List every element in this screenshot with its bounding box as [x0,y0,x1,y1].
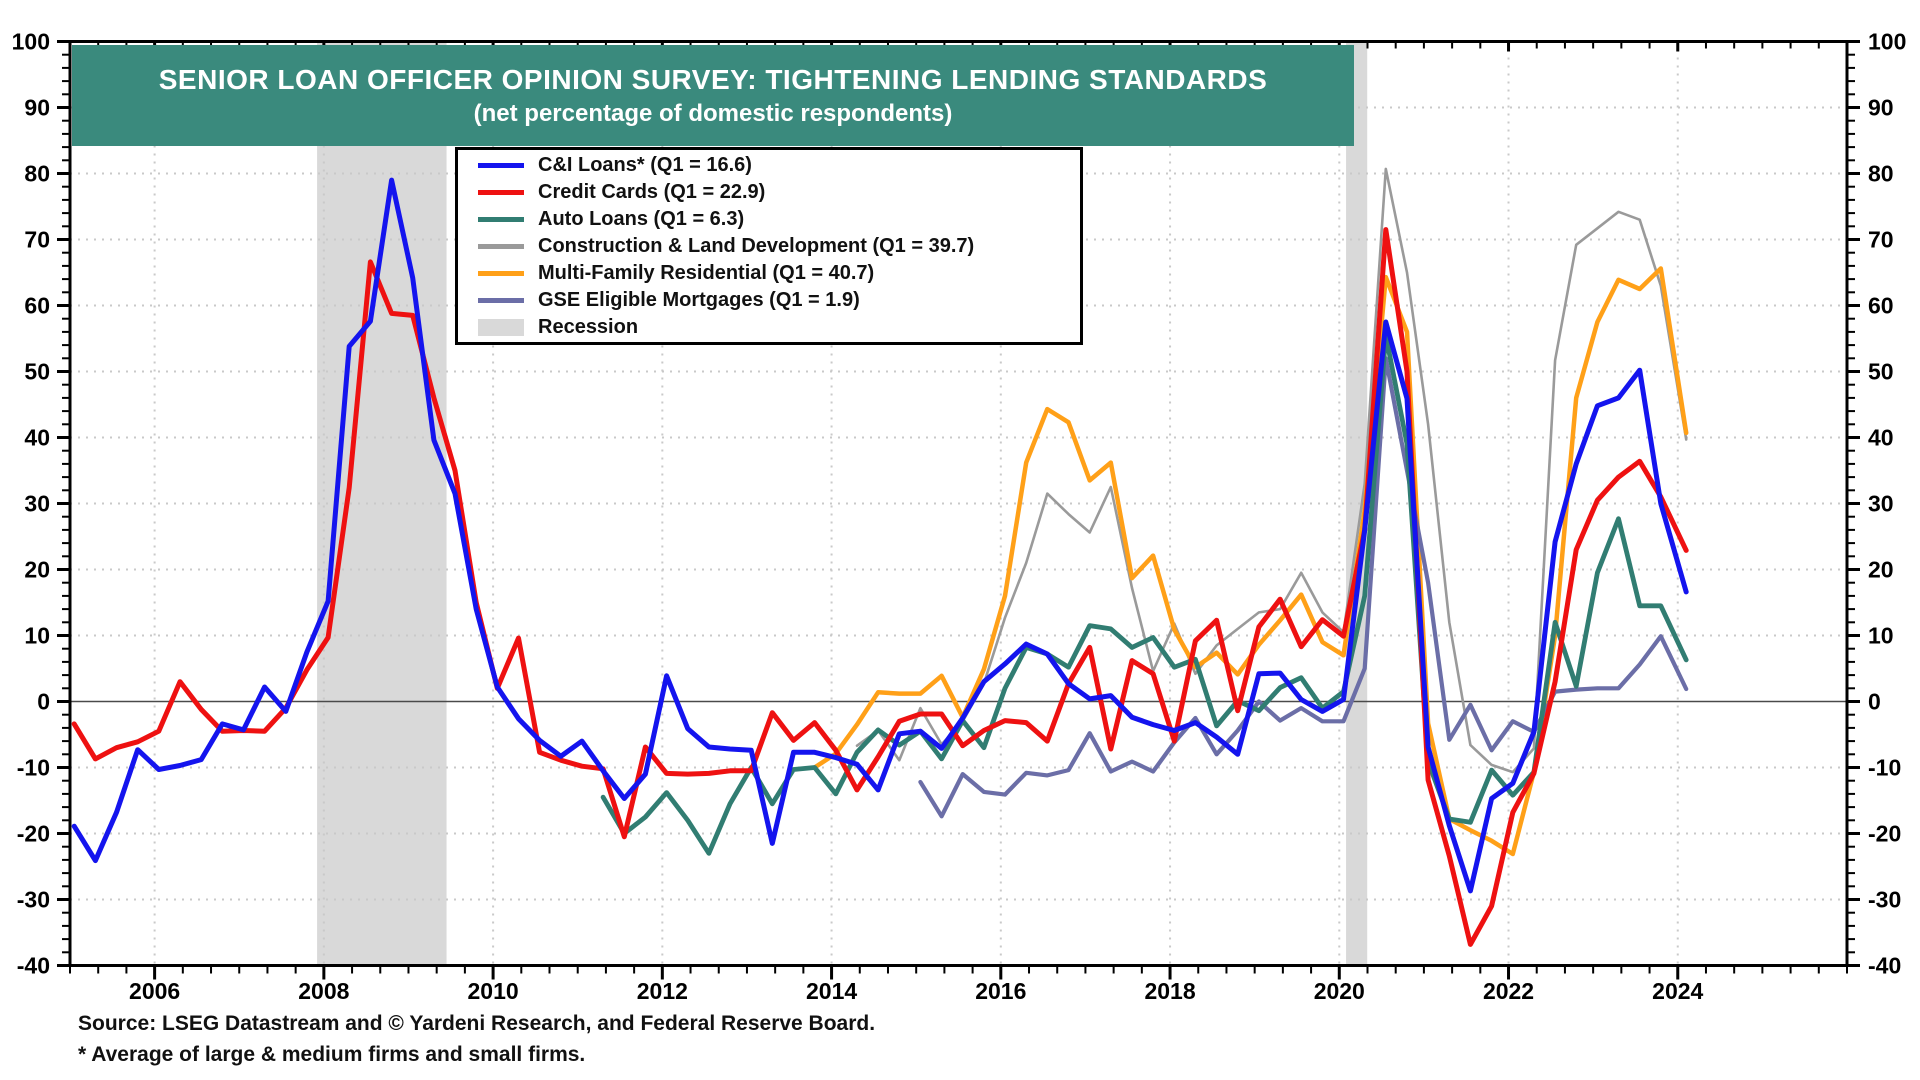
y-axis-label-right: 70 [1868,227,1894,253]
x-axis-label: 2024 [1652,978,1703,1004]
legend-label: Auto Loans (Q1 = 6.3) [538,207,745,230]
x-axis-label: 2012 [637,978,688,1004]
y-axis-label-right: 20 [1868,557,1894,583]
y-axis-label-left: 80 [24,161,50,187]
series-line-auto-loans [600,332,1689,856]
y-axis-label-left: -20 [17,821,50,847]
legend-row-recession: Recession [458,314,1080,341]
legend-row-construction: Construction & Land Development (Q1 = 39… [458,233,1080,260]
recession-band [1346,41,1368,966]
y-axis-label-right: 40 [1868,425,1894,451]
legend-recession-swatch [478,318,524,336]
y-axis-label-left: 30 [24,491,50,517]
x-axis-label: 2016 [975,978,1026,1004]
legend-line-swatch [478,216,524,222]
x-axis-label: 2008 [298,978,349,1004]
chart-title-banner: SENIOR LOAN OFFICER OPINION SURVEY: TIGH… [72,45,1354,146]
legend-row-auto: Auto Loans (Q1 = 6.3) [458,206,1080,233]
y-axis-label-right: -10 [1868,755,1901,781]
y-axis-label-left: 60 [24,293,50,319]
series-line-ci-loans [71,177,1689,894]
legend-line-swatch [478,189,524,195]
source-note: Source: LSEG Datastream and © Yardeni Re… [78,1008,875,1070]
y-axis-label-left: 50 [24,359,50,385]
footnote-line: * Average of large & medium firms and sm… [78,1043,586,1066]
x-axis-label: 2014 [806,978,857,1004]
legend-line-swatch [478,297,524,303]
y-axis-label-right: 50 [1868,359,1894,385]
legend-label: Multi-Family Residential (Q1 = 40.7) [538,261,875,284]
y-axis-label-left: 90 [24,95,50,121]
y-axis-label-right: 30 [1868,491,1894,517]
y-axis-label-right: 60 [1868,293,1894,319]
y-axis-label-right: 10 [1868,623,1894,649]
legend-row-multifamily: Multi-Family Residential (Q1 = 40.7) [458,260,1080,287]
legend-row-credit: Credit Cards (Q1 = 22.9) [458,179,1080,206]
x-axis-label: 2006 [129,978,180,1004]
y-axis-label-left: 100 [12,29,50,55]
y-axis-label-left: -40 [17,953,50,979]
y-axis-label-right: -40 [1868,953,1901,979]
y-axis-label-right: 90 [1868,95,1894,121]
y-axis-label-right: 100 [1868,29,1906,55]
legend-line-swatch [478,162,524,168]
legend-label: Recession [538,315,639,338]
legend-label: Construction & Land Development (Q1 = 39… [538,234,975,257]
chart-legend: C&I Loans* (Q1 = 16.6) Credit Cards (Q1 =… [455,147,1083,345]
y-axis-label-left: 40 [24,425,50,451]
y-axis-label-left: 10 [24,623,50,649]
x-axis-label: 2022 [1483,978,1534,1004]
x-axis-label: 2020 [1314,978,1365,1004]
legend-label: Credit Cards (Q1 = 22.9) [538,180,766,203]
legend-label: C&I Loans* (Q1 = 16.6) [538,153,752,176]
y-axis-label-left: -30 [17,887,50,913]
chart-subtitle: (net percentage of domestic respondents) [473,99,953,127]
legend-label: GSE Eligible Mortgages (Q1 = 1.9) [538,288,860,311]
y-axis-label-left: -10 [17,755,50,781]
y-axis-label-left: 70 [24,227,50,253]
x-axis-label: 2018 [1144,978,1195,1004]
legend-row-gse: GSE Eligible Mortgages (Q1 = 1.9) [458,287,1080,314]
y-axis-label-right: -30 [1868,887,1901,913]
y-axis-label-right: 80 [1868,161,1894,187]
legend-line-swatch [478,243,524,249]
x-axis-label: 2010 [468,978,519,1004]
source-line: Source: LSEG Datastream and © Yardeni Re… [78,1012,876,1035]
legend-row-ci: C&I Loans* (Q1 = 16.6) [458,152,1080,179]
y-axis-label-left: 0 [37,689,50,715]
y-axis-label-right: 0 [1868,689,1881,715]
legend-line-swatch [478,270,524,276]
chart-title: SENIOR LOAN OFFICER OPINION SURVEY: TIGH… [158,63,1268,95]
y-axis-label-left: 20 [24,557,50,583]
y-axis-label-right: -20 [1868,821,1901,847]
